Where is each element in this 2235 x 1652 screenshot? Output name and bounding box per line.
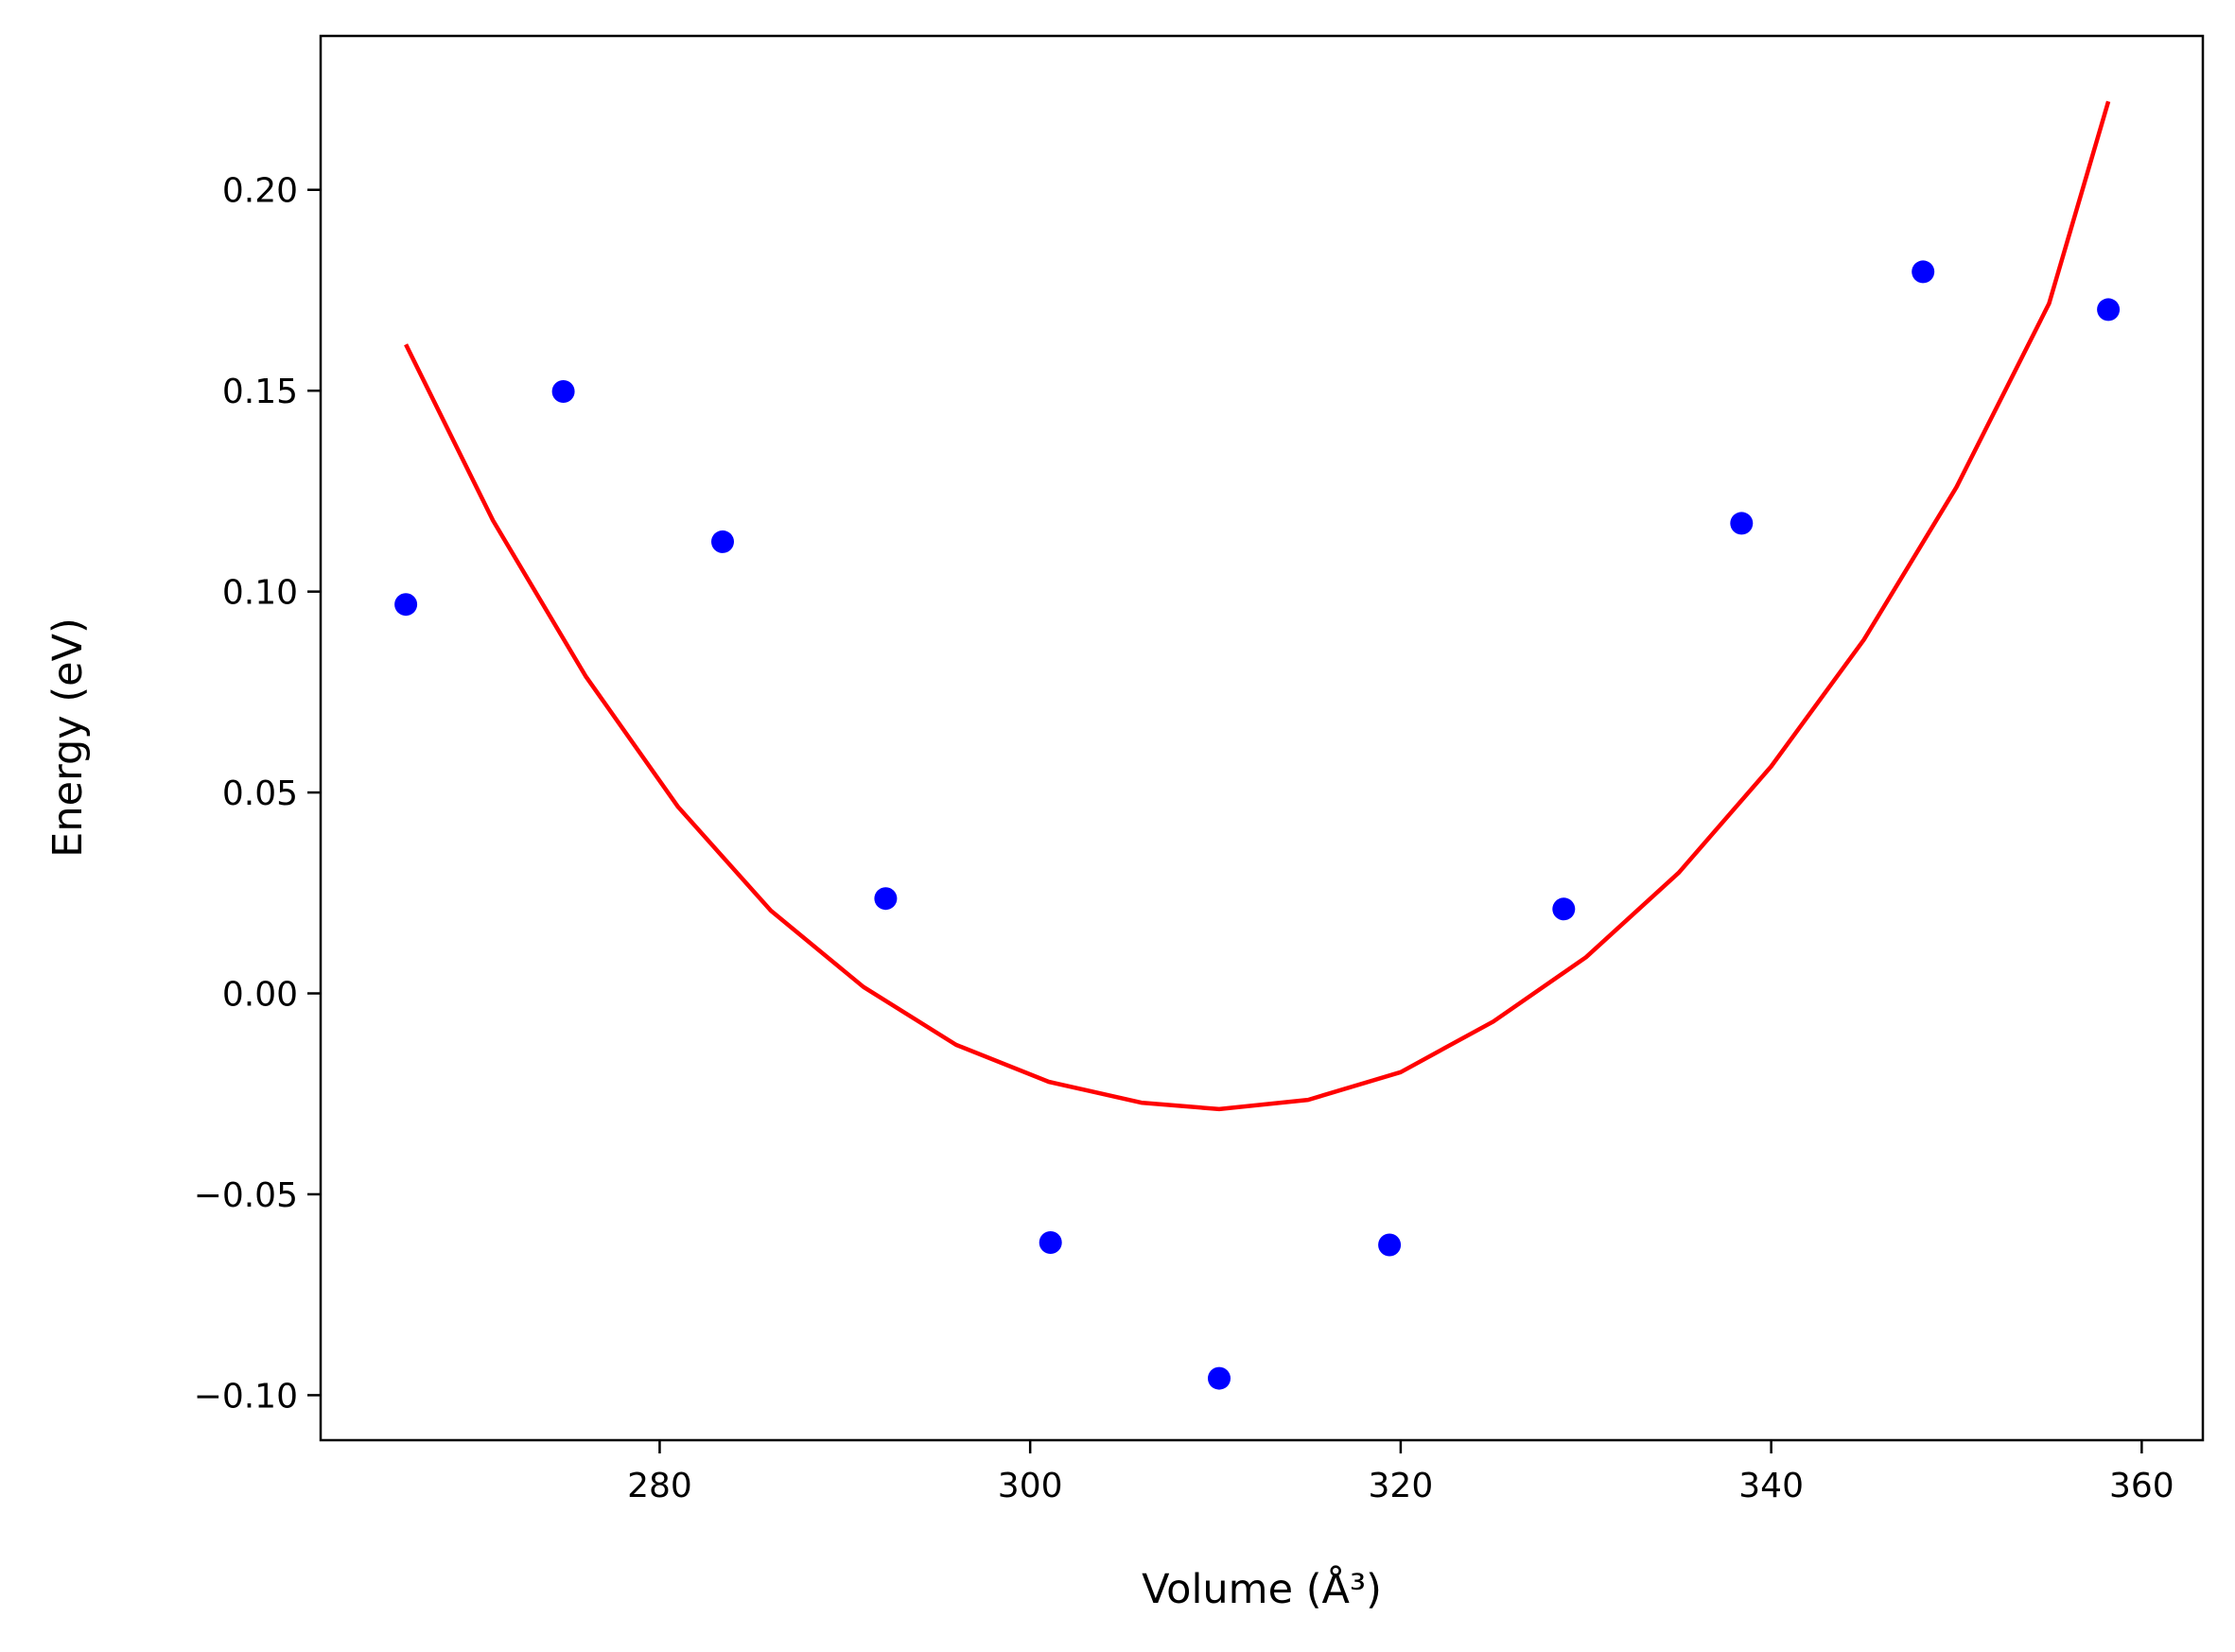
data-point	[711, 530, 734, 553]
x-tick-label: 320	[1369, 1467, 1434, 1505]
data-point	[1552, 897, 1576, 921]
x-axis-ticks: 280 300 320 340 360	[627, 1440, 2174, 1505]
y-tick-label: −0.05	[194, 1176, 298, 1215]
x-tick-label: 340	[1738, 1467, 1804, 1505]
data-point	[394, 593, 418, 617]
x-axis-label: Volume (Å³)	[1142, 1565, 1382, 1613]
data-point	[874, 887, 898, 911]
y-tick-label: 0.05	[222, 774, 298, 813]
x-tick-label: 300	[998, 1467, 1063, 1505]
y-tick-label: 0.00	[222, 976, 298, 1015]
data-point	[1730, 512, 1754, 535]
y-tick-label: 0.20	[222, 172, 298, 211]
data-points-layer	[394, 260, 2121, 1390]
data-point	[2097, 298, 2121, 322]
plot-area	[321, 36, 2203, 1440]
data-point	[1208, 1366, 1231, 1390]
x-tick-label: 280	[627, 1467, 692, 1505]
y-tick-label: 0.10	[222, 574, 298, 613]
fit-curve	[404, 100, 2111, 1112]
y-tick-label: 0.15	[222, 373, 298, 411]
x-tick-label: 360	[2109, 1467, 2174, 1505]
plot-frame	[319, 34, 2205, 1442]
data-point	[551, 380, 575, 403]
y-axis-ticks: −0.10 −0.05 0.00 0.05 0.10 0.15 0.20	[194, 172, 321, 1416]
y-axis-label: Energy (eV)	[44, 617, 92, 858]
data-point	[1039, 1231, 1062, 1254]
fit-curve-layer	[404, 100, 2111, 1112]
y-tick-label: −0.10	[194, 1377, 298, 1416]
data-point	[1912, 260, 1935, 284]
data-point	[1378, 1233, 1402, 1257]
